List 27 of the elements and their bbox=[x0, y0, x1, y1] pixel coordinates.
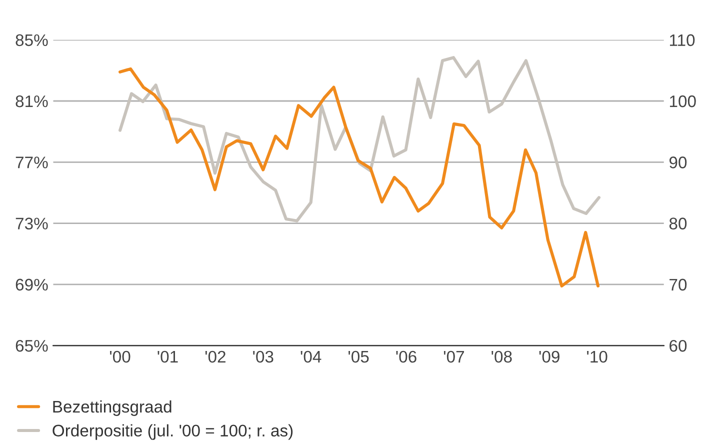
y2-tick-label: 60 bbox=[670, 340, 687, 352]
y2-tick-label: 90 bbox=[669, 156, 687, 168]
x-tick-label: '09 bbox=[539, 350, 560, 363]
line-series bbox=[118, 56, 601, 222]
y-tick-label: 85% bbox=[16, 34, 48, 46]
y2-tick-label: 70 bbox=[670, 278, 687, 291]
x-tick-label: '10 bbox=[587, 350, 608, 363]
x-tick-label: '04 bbox=[300, 350, 322, 363]
x-tick-label: '03 bbox=[253, 350, 274, 363]
y2-tick-label: 110 bbox=[670, 34, 695, 46]
legend-label: Bezettingsgraad bbox=[53, 400, 172, 416]
y2-tick-label: 80 bbox=[669, 218, 687, 230]
y-tick-label: 73% bbox=[16, 218, 48, 230]
x-tick-label: '06 bbox=[396, 350, 416, 363]
y-tick-label: 69% bbox=[16, 278, 48, 291]
x-tick-label: '05 bbox=[348, 350, 369, 363]
y-tick-label: 65% bbox=[16, 340, 48, 352]
x-tick-label: '07 bbox=[444, 350, 464, 363]
legend-label: Orderpositie (jul. '00 = 100; r. as) bbox=[52, 424, 293, 440]
x-tick-label: '00 bbox=[110, 350, 130, 363]
y2-tick-label: 100 bbox=[670, 95, 696, 108]
line-series bbox=[118, 67, 600, 288]
y-tick-label: 77% bbox=[16, 156, 48, 168]
x-tick-label: '01 bbox=[158, 350, 178, 363]
y-tick-label: 81% bbox=[16, 95, 48, 108]
x-tick-label: '02 bbox=[205, 350, 226, 363]
x-tick-label: '08 bbox=[492, 350, 512, 363]
